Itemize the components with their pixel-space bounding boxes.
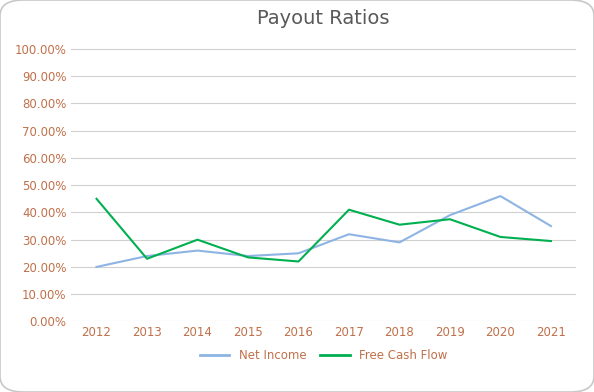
Title: Payout Ratios: Payout Ratios: [257, 9, 390, 28]
Legend: Net Income, Free Cash Flow: Net Income, Free Cash Flow: [195, 345, 453, 367]
